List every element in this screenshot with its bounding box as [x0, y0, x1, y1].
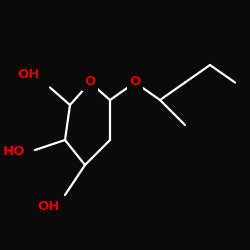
Text: O: O: [130, 75, 140, 88]
Text: OH: OH: [18, 68, 40, 82]
Text: HO: HO: [2, 145, 25, 158]
Text: OH: OH: [38, 200, 60, 213]
Text: O: O: [84, 75, 96, 88]
